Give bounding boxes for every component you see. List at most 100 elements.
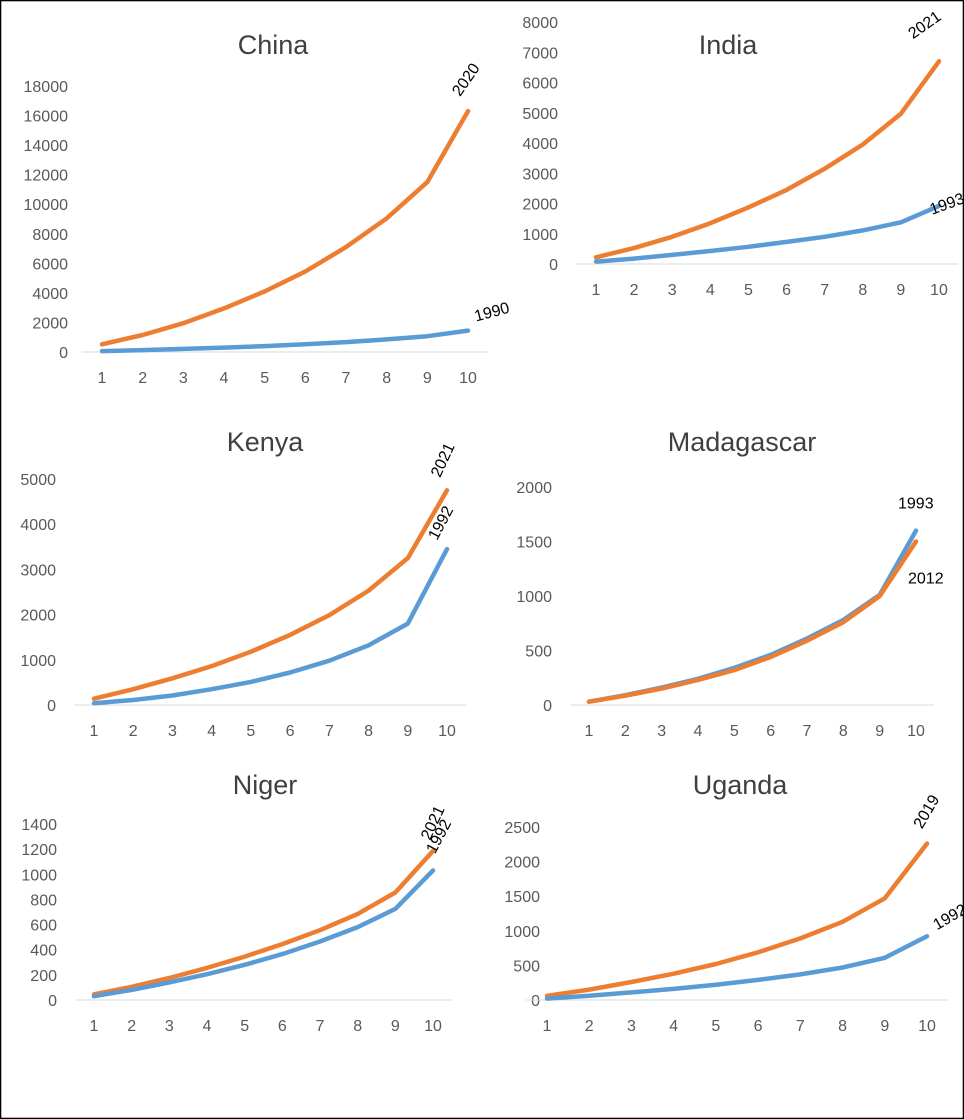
- x-tick-label: 10: [424, 1018, 442, 1035]
- series-labels: 2019 1992: [911, 792, 964, 934]
- x-tick-label: 10: [459, 370, 477, 387]
- y-tick-label: 6000: [522, 76, 558, 93]
- series-end-label: 2012: [908, 571, 944, 588]
- chart-niger: Niger 0 200 400 600 800 1000 1200 1400 1 2 3 4 5 6 7 8…: [21, 770, 455, 1035]
- x-tick-label: 6: [301, 370, 310, 387]
- y-tick-label: 1000: [504, 924, 540, 941]
- x-tick-label: 4: [706, 282, 715, 299]
- x-tick-label: 7: [342, 370, 351, 387]
- x-tick-label: 9: [391, 1018, 400, 1035]
- x-tick-label: 8: [364, 723, 373, 740]
- y-tick-label: 8000: [32, 227, 68, 244]
- y-tick-label: 4000: [522, 136, 558, 153]
- y-tick-label: 0: [59, 345, 68, 362]
- y-tick-label: 18000: [24, 79, 69, 96]
- y-axis-ticks: 0 1000 2000 3000 4000 5000: [20, 472, 56, 715]
- y-tick-label: 14000: [24, 138, 69, 155]
- series-end-label: 2021: [906, 8, 945, 42]
- x-tick-label: 4: [669, 1018, 678, 1035]
- y-tick-label: 2000: [20, 608, 56, 625]
- x-tick-label: 3: [668, 282, 677, 299]
- series-lines: [544, 841, 930, 1001]
- x-tick-label: 6: [286, 723, 295, 740]
- x-tick-label: 1: [98, 370, 107, 387]
- series-line-orange: [91, 488, 450, 701]
- x-tick-label: 1: [585, 723, 594, 740]
- y-tick-label: 0: [549, 257, 558, 274]
- y-axis-ticks: 0 500 1000 1500 2000 2500: [504, 820, 540, 1010]
- x-tick-label: 6: [754, 1018, 763, 1035]
- x-tick-label: 6: [278, 1018, 287, 1035]
- series-end-label: 2021: [428, 440, 458, 480]
- series-line-orange: [544, 841, 930, 999]
- x-tick-label: 5: [246, 723, 255, 740]
- y-tick-label: 1000: [522, 227, 558, 244]
- y-tick-label: 500: [513, 958, 540, 975]
- x-tick-label: 2: [138, 370, 147, 387]
- x-tick-label: 1: [90, 1018, 99, 1035]
- chart-china: China 0200040006000800010000120001400016…: [24, 30, 512, 387]
- x-tick-label: 4: [203, 1018, 212, 1035]
- x-tick-label: 10: [438, 723, 456, 740]
- y-tick-label: 1400: [21, 817, 57, 834]
- series-line-blue: [586, 528, 919, 704]
- y-tick-label: 500: [525, 644, 552, 661]
- x-tick-label: 10: [918, 1018, 936, 1035]
- y-tick-label: 0: [531, 993, 540, 1010]
- y-tick-label: 4000: [20, 517, 56, 534]
- x-axis-ticks: 1 2 3 4 5 6 7 8 9 10: [90, 723, 456, 740]
- x-tick-label: 6: [766, 723, 775, 740]
- x-tick-label: 9: [896, 282, 905, 299]
- x-tick-label: 3: [168, 723, 177, 740]
- x-tick-label: 9: [423, 370, 432, 387]
- y-tick-label: 0: [48, 993, 57, 1010]
- series-lines: [593, 59, 942, 264]
- series-labels: 2020 1990: [449, 60, 511, 325]
- x-tick-label: 1: [90, 723, 99, 740]
- series-line-blue: [593, 203, 942, 264]
- x-tick-label: 9: [403, 723, 412, 740]
- y-tick-label: 1000: [21, 867, 57, 884]
- x-tick-label: 7: [325, 723, 334, 740]
- series-lines: [586, 528, 919, 704]
- x-tick-label: 8: [838, 1018, 847, 1035]
- chart-india: India 010002000300040005000600070008000 …: [522, 8, 964, 299]
- x-tick-label: 1: [543, 1018, 552, 1035]
- series-end-label: 2020: [449, 60, 483, 99]
- y-tick-label: 1500: [504, 889, 540, 906]
- x-tick-label: 1: [592, 282, 601, 299]
- x-tick-label: 8: [382, 370, 391, 387]
- x-tick-label: 7: [820, 282, 829, 299]
- chart-title: India: [699, 30, 759, 60]
- chart-title: Niger: [233, 770, 298, 800]
- series-line-blue: [91, 868, 436, 999]
- chart-title: Kenya: [227, 427, 305, 457]
- y-tick-label: 5000: [20, 472, 56, 489]
- series-labels: 1993 2012: [898, 496, 944, 588]
- y-tick-label: 3000: [522, 166, 558, 183]
- x-tick-label: 3: [165, 1018, 174, 1035]
- series-end-label: 1993: [928, 190, 964, 218]
- series-labels: 2021 1993: [906, 8, 964, 218]
- x-axis-ticks: 1 2 3 4 5 6 7 8 9 10: [592, 282, 948, 299]
- x-tick-label: 2: [129, 723, 138, 740]
- y-tick-label: 6000: [32, 256, 68, 273]
- x-tick-label: 5: [240, 1018, 249, 1035]
- x-tick-label: 4: [207, 723, 216, 740]
- y-tick-label: 7000: [522, 45, 558, 62]
- y-tick-label: 0: [543, 698, 552, 715]
- series-end-label: 1990: [473, 300, 512, 326]
- x-tick-label: 10: [907, 723, 925, 740]
- y-tick-label: 1000: [516, 589, 552, 606]
- y-tick-label: 2500: [504, 820, 540, 837]
- x-tick-label: 3: [627, 1018, 636, 1035]
- x-tick-label: 5: [744, 282, 753, 299]
- y-tick-label: 1200: [21, 842, 57, 859]
- x-tick-label: 7: [796, 1018, 805, 1035]
- series-end-label: 2019: [911, 792, 944, 831]
- y-tick-label: 1000: [20, 653, 56, 670]
- series-lines: [91, 848, 436, 999]
